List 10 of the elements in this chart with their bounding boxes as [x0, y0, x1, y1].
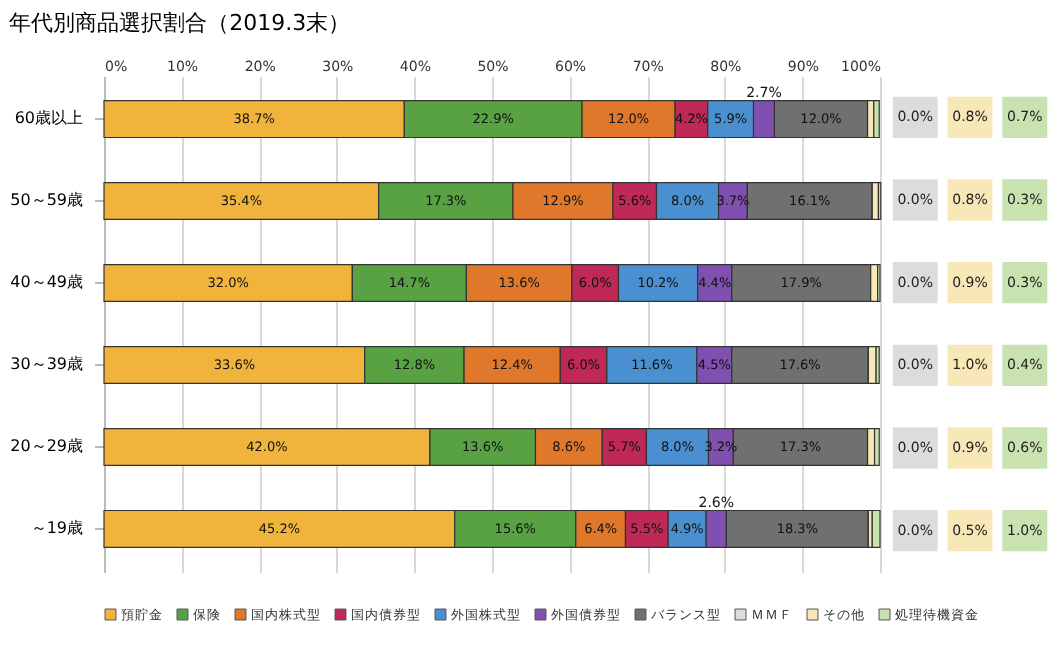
bar [873, 427, 880, 467]
bar [873, 100, 880, 139]
y-tick-label: 60歳以上 [14, 109, 83, 128]
chart-title: 年代別商品選択割合（2019.3末） [9, 10, 351, 36]
y-tick-label: 50～59歳 [10, 191, 83, 210]
y-tick-label: ～19歳 [30, 518, 83, 537]
y-tick-label: 30～39歳 [10, 354, 83, 373]
y-tick-label: 20～29歳 [10, 436, 83, 455]
y-tick-label: 40～49歳 [10, 273, 83, 292]
bar [871, 509, 881, 548]
